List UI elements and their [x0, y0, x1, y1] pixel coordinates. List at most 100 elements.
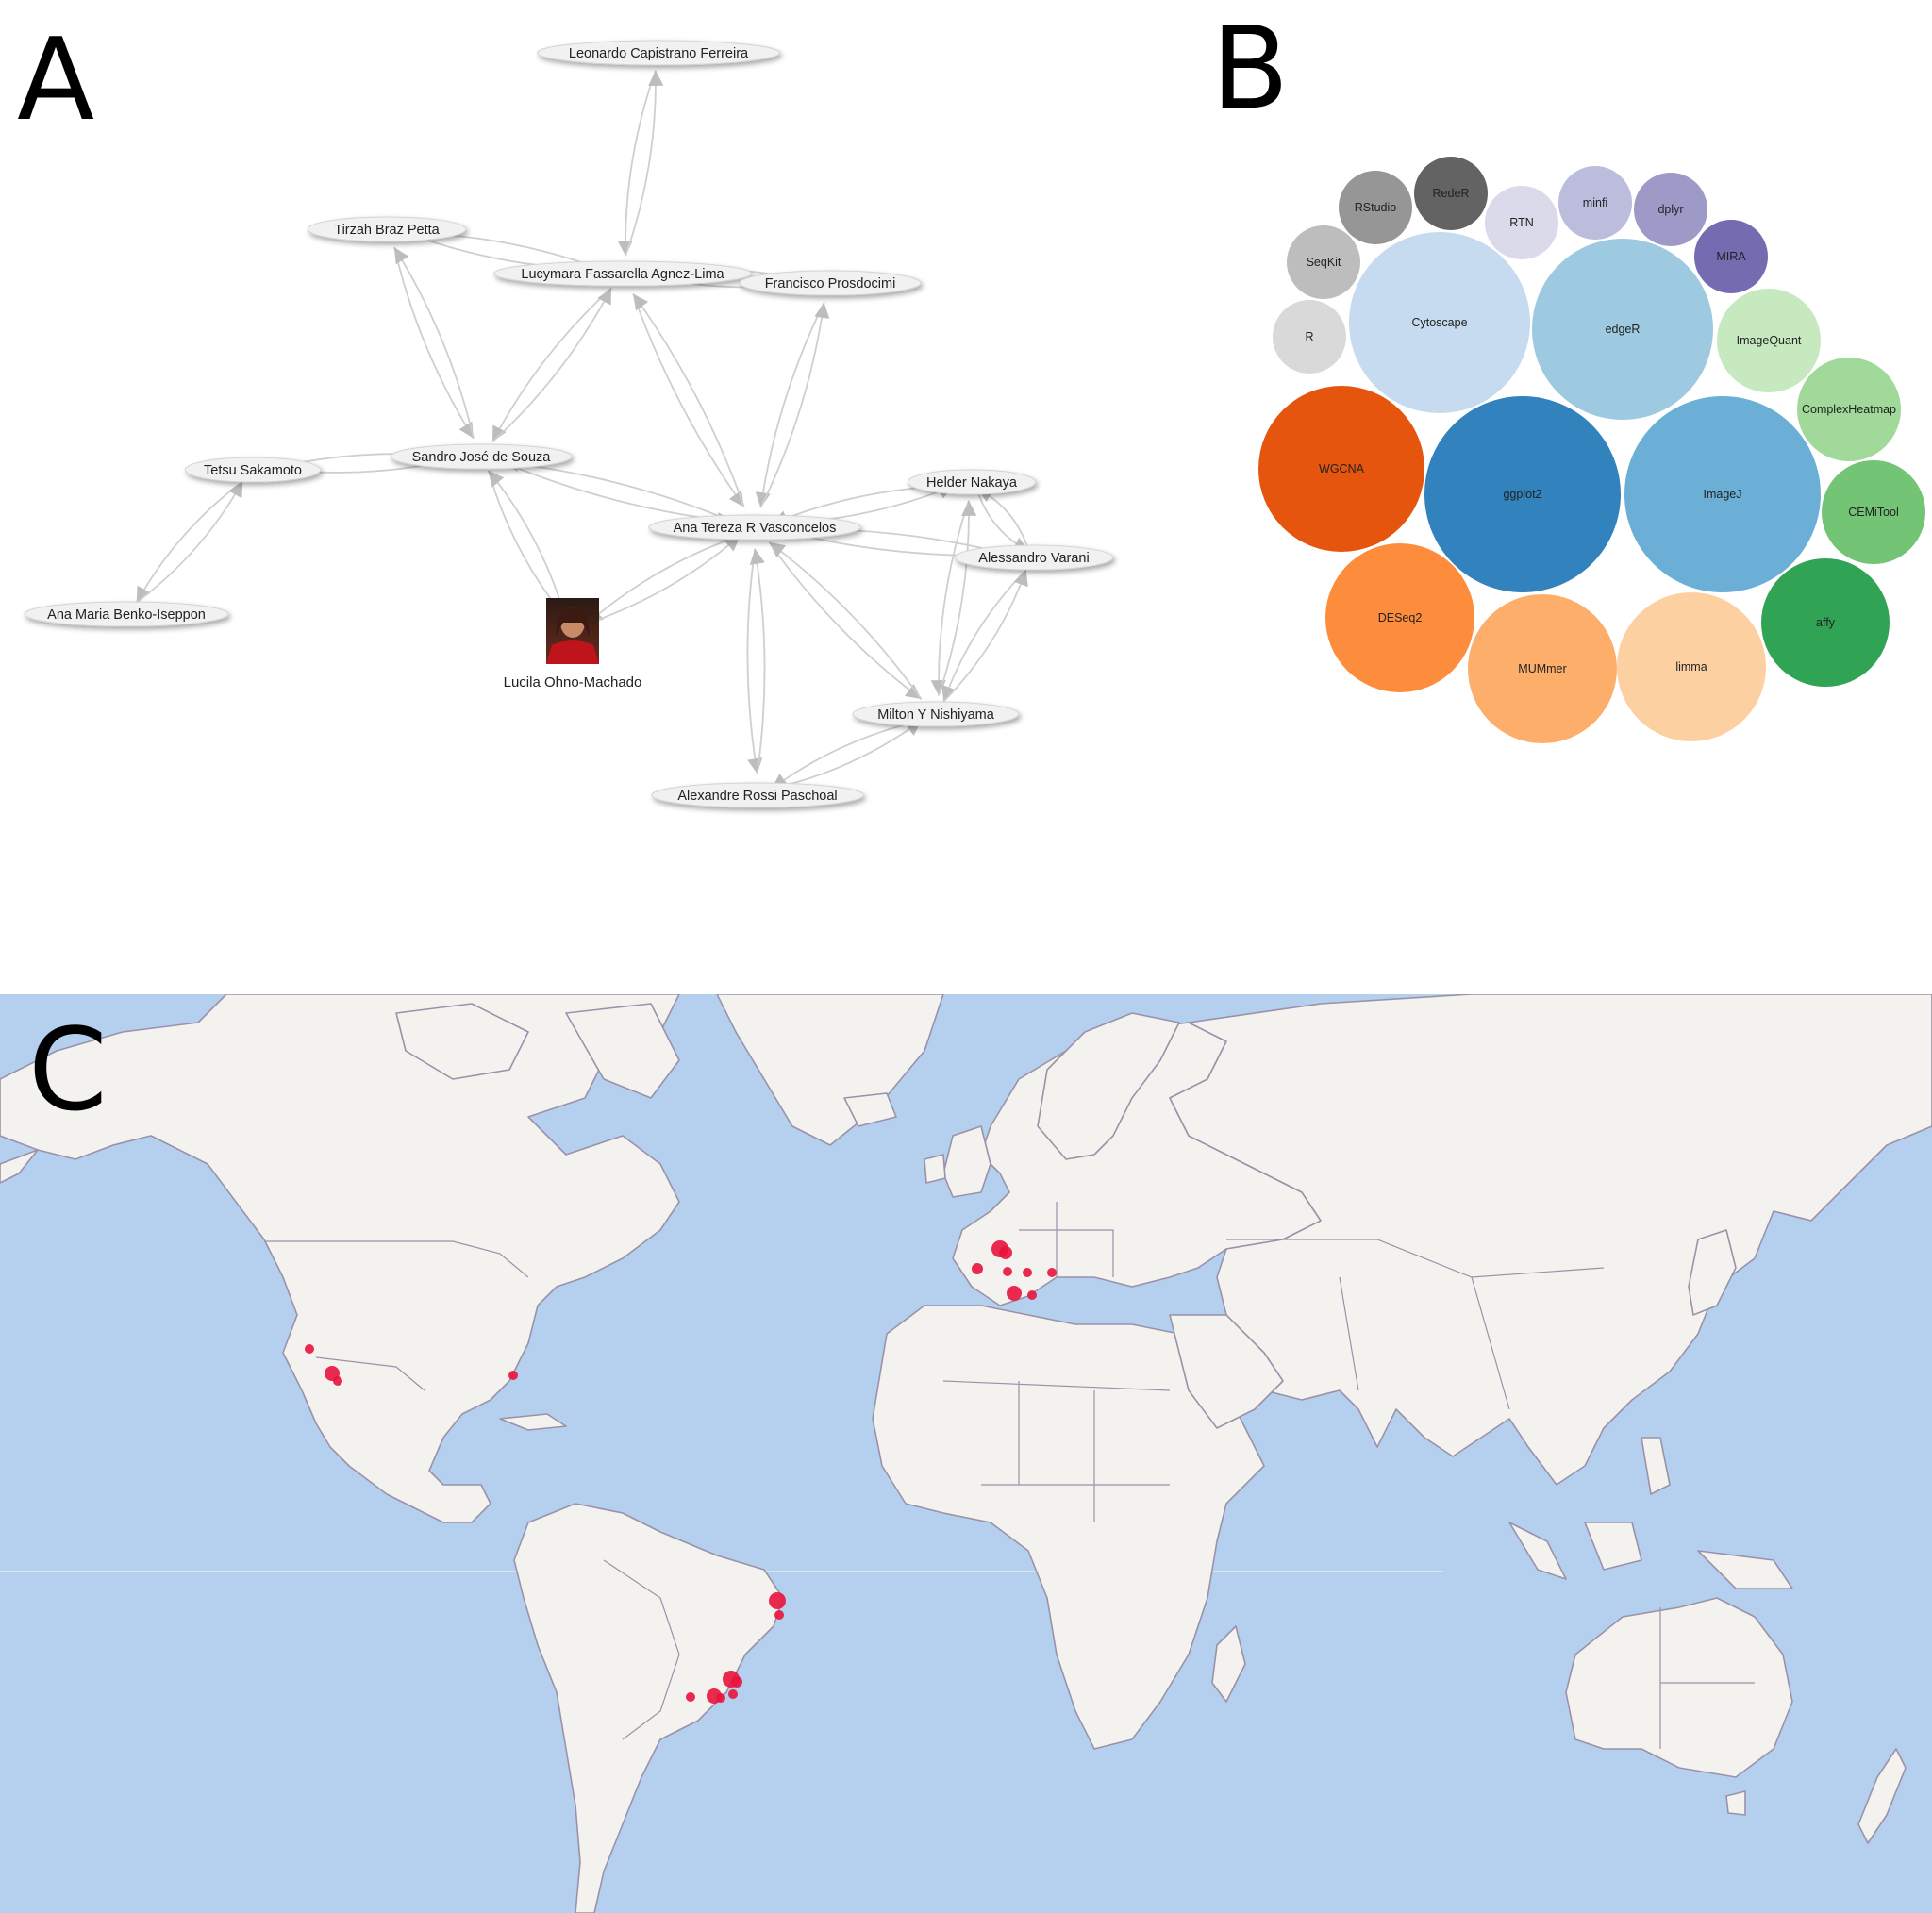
bubble-limma[interactable]: limma — [1617, 592, 1766, 741]
network-node-pill — [184, 457, 322, 483]
land-ireland — [924, 1154, 946, 1184]
network-edge-helder-milton — [930, 500, 970, 696]
bubble-reder[interactable]: RedeR — [1414, 157, 1488, 230]
bubble-cytoscape[interactable]: Cytoscape — [1349, 232, 1530, 413]
network-edge-lucymara-ana_tereza — [632, 293, 745, 508]
bubble-label: RStudio — [1355, 201, 1397, 214]
land-new-zealand — [1857, 1748, 1907, 1844]
bubble-complexheatmap[interactable]: ComplexHeatmap — [1797, 358, 1901, 461]
network-node-francisco[interactable]: Francisco Prosdocimi — [739, 270, 922, 296]
network-node-tirzah[interactable]: Tirzah Braz Petta — [307, 216, 467, 242]
map-marker-parana[interactable] — [731, 1676, 742, 1688]
network-edge-sandro-lucymara — [491, 288, 612, 443]
network-edge-milton-ana_tereza — [768, 541, 923, 700]
map-marker-sao-paulo-3[interactable] — [716, 1693, 725, 1703]
land-asia — [1169, 994, 1932, 1486]
panel-label-c: C — [28, 1006, 108, 1137]
map-marker-texas[interactable] — [508, 1371, 518, 1380]
bubble-label: RedeR — [1433, 187, 1470, 200]
map-marker-rio-2[interactable] — [728, 1689, 738, 1699]
panel-label-a: A — [17, 15, 95, 146]
bubble-dplyr[interactable]: dplyr — [1634, 173, 1707, 246]
network-node-label: Lucymara Fassarella Agnez-Lima — [521, 267, 724, 282]
map-marker-switzerland[interactable] — [1003, 1267, 1012, 1276]
bubble-circle — [1325, 543, 1474, 692]
map-marker-austria[interactable] — [1047, 1268, 1057, 1277]
bubble-seqkit[interactable]: SeqKit — [1287, 225, 1360, 299]
bubble-label: MIRA — [1716, 250, 1746, 263]
bubble-wgcna[interactable]: WGCNA — [1258, 386, 1424, 552]
bubble-affy[interactable]: affy — [1761, 558, 1890, 687]
network-node-alexandre[interactable]: Alexandre Rossi Paschoal — [651, 782, 864, 808]
bubble-label: ggplot2 — [1503, 488, 1541, 501]
land-north-america — [0, 994, 680, 1523]
network-node-label: Ana Maria Benko-Iseppon — [47, 607, 206, 623]
network-node-lucila[interactable]: Lucila Ohno-Machado — [504, 598, 642, 690]
land-arctic-islands — [395, 1003, 529, 1080]
network-node-tetsu[interactable]: Tetsu Sakamoto — [184, 457, 322, 483]
bubble-label: DESeq2 — [1378, 611, 1423, 624]
bubble-r[interactable]: R — [1273, 300, 1346, 374]
network-node-pill — [537, 40, 780, 66]
border-africa-north — [942, 1380, 1171, 1522]
bubble-mira[interactable]: MIRA — [1694, 220, 1768, 293]
bubble-label: ComplexHeatmap — [1802, 403, 1896, 416]
network-edge-ana_maria-tetsu — [136, 480, 244, 604]
network-node-label: Francisco Prosdocimi — [765, 276, 896, 291]
map-marker-belgium-2[interactable] — [999, 1246, 1012, 1259]
panel-label-b: B — [1211, 4, 1290, 135]
collaboration-network: Leonardo Capistrano Ferreira Tirzah Braz … — [24, 40, 1114, 808]
bubble-cemitool[interactable]: CEMiTool — [1822, 460, 1925, 564]
bubble-circle — [1273, 300, 1346, 374]
network-node-sandro[interactable]: Sandro José de Souza — [390, 443, 573, 470]
border-brazil — [603, 1559, 680, 1740]
network-edge-ana_tereza-alexandre — [746, 548, 763, 774]
land-greenland — [716, 994, 944, 1146]
bubble-minfi[interactable]: minfi — [1558, 166, 1632, 240]
network-node-ana_maria[interactable]: Ana Maria Benko-Iseppon — [24, 601, 229, 627]
bubble-imagej[interactable]: ImageJ — [1624, 396, 1821, 592]
map-marker-italy-2[interactable] — [1027, 1290, 1037, 1300]
tool-bubble-chart: RStudio RedeR RTN minfi dplyr SeqKit MIRA R Cyto… — [1258, 157, 1925, 743]
map-marker-france[interactable] — [972, 1263, 983, 1274]
network-node-label: Sandro José de Souza — [412, 450, 552, 465]
network-node-lucymara[interactable]: Lucymara Fassarella Agnez-Lima — [493, 260, 752, 287]
map-marker-italy-1[interactable] — [1007, 1286, 1022, 1301]
network-node-leonardo[interactable]: Leonardo Capistrano Ferreira — [537, 40, 780, 66]
land-philippines — [1641, 1437, 1671, 1495]
network-edge-alessandro-milton — [941, 569, 1027, 703]
map-marker-germany[interactable] — [1023, 1268, 1032, 1277]
network-edge-ana_tereza-lucymara — [632, 292, 745, 507]
network-edge-milton-alessandro — [942, 569, 1028, 703]
bubble-mummer[interactable]: MUMmer — [1468, 594, 1617, 743]
network-edge-francisco-ana_tereza — [755, 302, 825, 508]
network-node-alessandro[interactable]: Alessandro Varani — [954, 544, 1114, 571]
map-marker-california-3[interactable] — [333, 1376, 342, 1386]
border-australia — [1659, 1607, 1755, 1749]
bubble-circle — [1258, 386, 1424, 552]
network-node-label: Ana Tereza R Vasconcelos — [674, 521, 837, 536]
map-marker-recife[interactable] — [774, 1610, 784, 1620]
network-edge-sandro-tirzah — [393, 246, 475, 439]
bubble-deseq2[interactable]: DESeq2 — [1325, 543, 1474, 692]
map-marker-sao-paulo-1[interactable] — [686, 1692, 695, 1702]
map-marker-california-1[interactable] — [305, 1344, 314, 1354]
network-node-label: Helder Nakaya — [926, 475, 1018, 491]
bubble-ggplot2[interactable]: ggplot2 — [1424, 396, 1621, 592]
bubble-rstudio[interactable]: RStudio — [1339, 171, 1412, 244]
network-node-pill — [493, 260, 752, 287]
bubble-edger[interactable]: edgeR — [1532, 239, 1713, 420]
network-edge-ana_tereza-lucila — [586, 535, 741, 624]
network-node-milton[interactable]: Milton Y Nishiyama — [852, 701, 1020, 727]
bubble-label: edgeR — [1606, 323, 1641, 336]
land-arabia — [1169, 1314, 1284, 1429]
bubble-circle — [1532, 239, 1713, 420]
network-node-helder[interactable]: Helder Nakaya — [907, 469, 1037, 495]
map-marker-natal[interactable] — [769, 1592, 786, 1609]
border-europe-inner — [1019, 1202, 1114, 1277]
bubble-imagequant[interactable]: ImageQuant — [1717, 289, 1821, 392]
bubble-rtn[interactable]: RTN — [1485, 186, 1558, 259]
network-node-ana_tereza[interactable]: Ana Tereza R Vasconcelos — [648, 514, 861, 541]
network-edge-ana_tereza-milton — [768, 541, 923, 700]
bubble-circle — [1617, 592, 1766, 741]
